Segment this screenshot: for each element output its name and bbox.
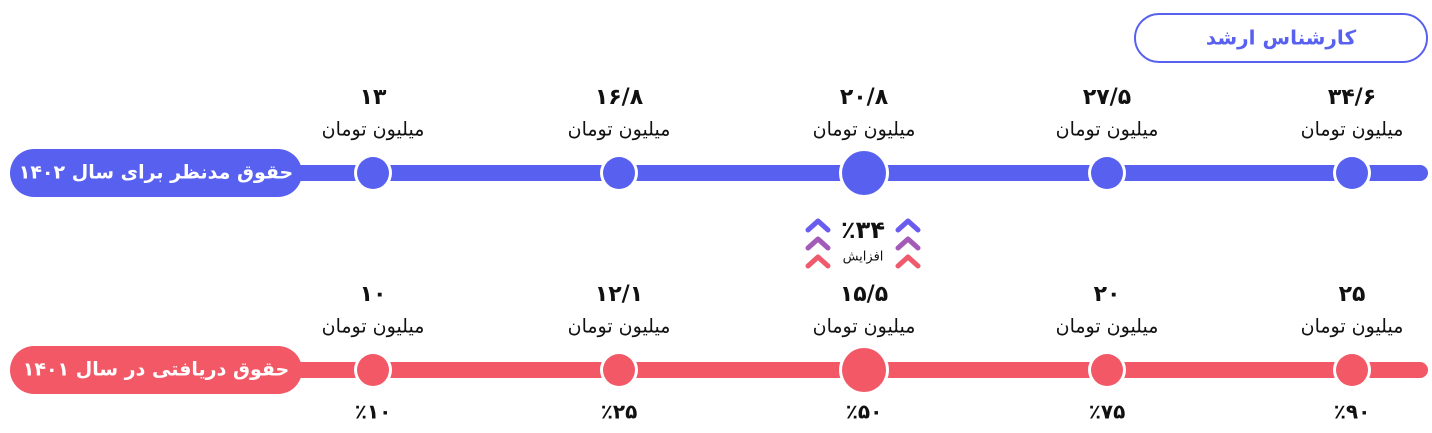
row-label: حقوق دریافتی در سال ۱۴۰۱ bbox=[23, 359, 290, 381]
timeline-dot bbox=[357, 354, 389, 386]
unit: میلیون تومان bbox=[568, 316, 671, 338]
unit: میلیون تومان bbox=[568, 119, 671, 141]
unit: میلیون تومان bbox=[813, 119, 916, 141]
percentile: ٪۱۰ bbox=[355, 400, 392, 424]
badge-frame bbox=[1134, 13, 1428, 63]
value: ۱۳ bbox=[360, 85, 387, 110]
timeline-dot bbox=[1336, 354, 1368, 386]
timeline-dot bbox=[357, 157, 389, 189]
percentile: ٪۵۰ bbox=[846, 400, 883, 424]
badge: کارشناس ارشد bbox=[1206, 26, 1357, 50]
timeline-dot bbox=[603, 157, 635, 189]
value: ۲۰/۸ bbox=[840, 85, 889, 110]
unit: میلیون تومان bbox=[1056, 316, 1159, 338]
value: ۲۵ bbox=[1339, 282, 1366, 307]
value: ۱۲/۱ bbox=[595, 282, 643, 307]
value: ۲۷/۵ bbox=[1083, 85, 1131, 110]
unit: میلیون تومان bbox=[1056, 119, 1159, 141]
unit: میلیون تومان bbox=[322, 119, 425, 141]
percentile: ٪۲۵ bbox=[601, 400, 638, 424]
value: ۱۰ bbox=[360, 282, 387, 307]
unit: میلیون تومان bbox=[322, 316, 425, 338]
value: ۲۰ bbox=[1094, 282, 1121, 307]
percentile: ٪۹۰ bbox=[1334, 400, 1371, 424]
row-label-pill bbox=[10, 346, 302, 394]
unit: میلیون تومان bbox=[813, 316, 916, 338]
value: ۱۶/۸ bbox=[595, 85, 644, 110]
value: ۳۴/۶ bbox=[1328, 85, 1376, 110]
timeline-dot bbox=[842, 348, 886, 392]
timeline-dot bbox=[603, 354, 635, 386]
row-label-pill bbox=[10, 149, 302, 197]
row-label: حقوق مدنظر برای سال ۱۴۰۲ bbox=[19, 162, 294, 184]
percentile: ٪۷۵ bbox=[1089, 400, 1126, 424]
value: ۱۵/۵ bbox=[840, 282, 888, 307]
timeline-dot bbox=[1091, 157, 1123, 189]
increase-label: افزایش bbox=[843, 250, 884, 265]
unit: میلیون تومان bbox=[1301, 119, 1404, 141]
timeline-dot bbox=[1336, 157, 1368, 189]
timeline-dot bbox=[1091, 354, 1123, 386]
unit: میلیون تومان bbox=[1301, 316, 1404, 338]
increase-arrows bbox=[805, 218, 921, 269]
increase-value: ٪۳۴ bbox=[841, 216, 885, 244]
timeline-dot bbox=[842, 151, 886, 195]
